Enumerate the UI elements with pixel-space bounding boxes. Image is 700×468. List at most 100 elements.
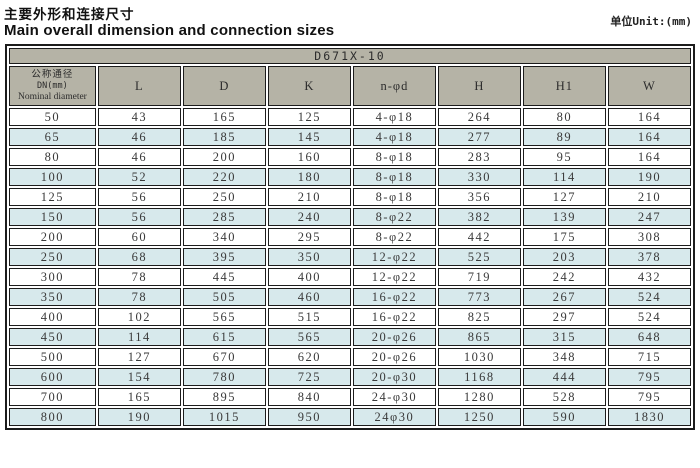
value-cell: 20-φ26 bbox=[352, 328, 436, 346]
dn-cell: 300 bbox=[9, 268, 96, 286]
value-cell: 24-φ30 bbox=[352, 388, 436, 406]
value-cell: 165 bbox=[182, 108, 266, 126]
value-cell: 220 bbox=[182, 168, 266, 186]
value-cell: 267 bbox=[522, 288, 606, 306]
value-cell: 615 bbox=[182, 328, 266, 346]
value-cell: 200 bbox=[182, 148, 266, 166]
value-cell: 620 bbox=[267, 348, 351, 366]
dn-cell: 800 bbox=[9, 408, 96, 426]
value-cell: 46 bbox=[97, 148, 181, 166]
model-header-row: D671X-10 bbox=[9, 48, 691, 64]
value-cell: 250 bbox=[182, 188, 266, 206]
value-cell: 725 bbox=[267, 368, 351, 386]
value-cell: 525 bbox=[437, 248, 521, 266]
value-cell: 242 bbox=[522, 268, 606, 286]
value-cell: 445 bbox=[182, 268, 266, 286]
value-cell: 43 bbox=[97, 108, 181, 126]
value-cell: 865 bbox=[437, 328, 521, 346]
table-row: 350 78 505 460 16-φ22 773 267 524 bbox=[9, 288, 691, 306]
value-cell: 773 bbox=[437, 288, 521, 306]
value-cell: 24φ30 bbox=[352, 408, 436, 426]
table-row: 250 68 395 350 12-φ22 525 203 378 bbox=[9, 248, 691, 266]
value-cell: 16-φ22 bbox=[352, 288, 436, 306]
column-header-dn: 公称通径 DN(mm) Nominal diameter bbox=[9, 66, 96, 106]
dimension-table: D671X-10 公称通径 DN(mm) Nominal diameter L … bbox=[5, 44, 695, 430]
value-cell: 20-φ30 bbox=[352, 368, 436, 386]
table-row: 400 102 565 515 16-φ22 825 297 524 bbox=[9, 308, 691, 326]
dn-cell: 600 bbox=[9, 368, 96, 386]
value-cell: 68 bbox=[97, 248, 181, 266]
value-cell: 4-φ18 bbox=[352, 128, 436, 146]
value-cell: 378 bbox=[607, 248, 691, 266]
value-cell: 89 bbox=[522, 128, 606, 146]
value-cell: 240 bbox=[267, 208, 351, 226]
value-cell: 505 bbox=[182, 288, 266, 306]
dn-cell: 50 bbox=[9, 108, 96, 126]
value-cell: 127 bbox=[97, 348, 181, 366]
column-header-L: L bbox=[97, 66, 181, 106]
value-cell: 515 bbox=[267, 308, 351, 326]
value-cell: 203 bbox=[522, 248, 606, 266]
value-cell: 1830 bbox=[607, 408, 691, 426]
value-cell: 295 bbox=[267, 228, 351, 246]
value-cell: 264 bbox=[437, 108, 521, 126]
value-cell: 356 bbox=[437, 188, 521, 206]
column-header-n-phi-d: n-φd bbox=[352, 66, 436, 106]
value-cell: 80 bbox=[522, 108, 606, 126]
table-row: 500 127 670 620 20-φ26 1030 348 715 bbox=[9, 348, 691, 366]
value-cell: 308 bbox=[607, 228, 691, 246]
value-cell: 78 bbox=[97, 288, 181, 306]
value-cell: 795 bbox=[607, 388, 691, 406]
value-cell: 8-φ18 bbox=[352, 148, 436, 166]
value-cell: 895 bbox=[182, 388, 266, 406]
value-cell: 125 bbox=[267, 108, 351, 126]
value-cell: 330 bbox=[437, 168, 521, 186]
value-cell: 78 bbox=[97, 268, 181, 286]
dn-cell: 200 bbox=[9, 228, 96, 246]
value-cell: 8-φ22 bbox=[352, 228, 436, 246]
value-cell: 400 bbox=[267, 268, 351, 286]
value-cell: 1280 bbox=[437, 388, 521, 406]
table-row: 150 56 285 240 8-φ22 382 139 247 bbox=[9, 208, 691, 226]
value-cell: 114 bbox=[522, 168, 606, 186]
value-cell: 1015 bbox=[182, 408, 266, 426]
dn-cell: 80 bbox=[9, 148, 96, 166]
value-cell: 160 bbox=[267, 148, 351, 166]
table-row: 50 43 165 125 4-φ18 264 80 164 bbox=[9, 108, 691, 126]
value-cell: 180 bbox=[267, 168, 351, 186]
value-cell: 210 bbox=[607, 188, 691, 206]
dn-cell: 250 bbox=[9, 248, 96, 266]
dn-cell: 700 bbox=[9, 388, 96, 406]
value-cell: 164 bbox=[607, 148, 691, 166]
value-cell: 20-φ26 bbox=[352, 348, 436, 366]
value-cell: 715 bbox=[607, 348, 691, 366]
dn-header-dn-mm: DN(mm) bbox=[37, 80, 68, 91]
dn-cell: 125 bbox=[9, 188, 96, 206]
value-cell: 382 bbox=[437, 208, 521, 226]
value-cell: 719 bbox=[437, 268, 521, 286]
dn-cell: 100 bbox=[9, 168, 96, 186]
value-cell: 1168 bbox=[437, 368, 521, 386]
value-cell: 315 bbox=[522, 328, 606, 346]
value-cell: 4-φ18 bbox=[352, 108, 436, 126]
value-cell: 164 bbox=[607, 108, 691, 126]
table-row: 300 78 445 400 12-φ22 719 242 432 bbox=[9, 268, 691, 286]
value-cell: 12-φ22 bbox=[352, 248, 436, 266]
value-cell: 283 bbox=[437, 148, 521, 166]
value-cell: 8-φ18 bbox=[352, 188, 436, 206]
value-cell: 1030 bbox=[437, 348, 521, 366]
value-cell: 460 bbox=[267, 288, 351, 306]
table-row: 100 52 220 180 8-φ18 330 114 190 bbox=[9, 168, 691, 186]
column-header-W: W bbox=[607, 66, 691, 106]
dn-header-chinese: 公称通径 bbox=[31, 69, 74, 80]
value-cell: 247 bbox=[607, 208, 691, 226]
value-cell: 285 bbox=[182, 208, 266, 226]
value-cell: 442 bbox=[437, 228, 521, 246]
column-header-H: H bbox=[437, 66, 521, 106]
value-cell: 277 bbox=[437, 128, 521, 146]
value-cell: 444 bbox=[522, 368, 606, 386]
table-row: 65 46 185 145 4-φ18 277 89 164 bbox=[9, 128, 691, 146]
value-cell: 565 bbox=[182, 308, 266, 326]
value-cell: 825 bbox=[437, 308, 521, 326]
value-cell: 297 bbox=[522, 308, 606, 326]
